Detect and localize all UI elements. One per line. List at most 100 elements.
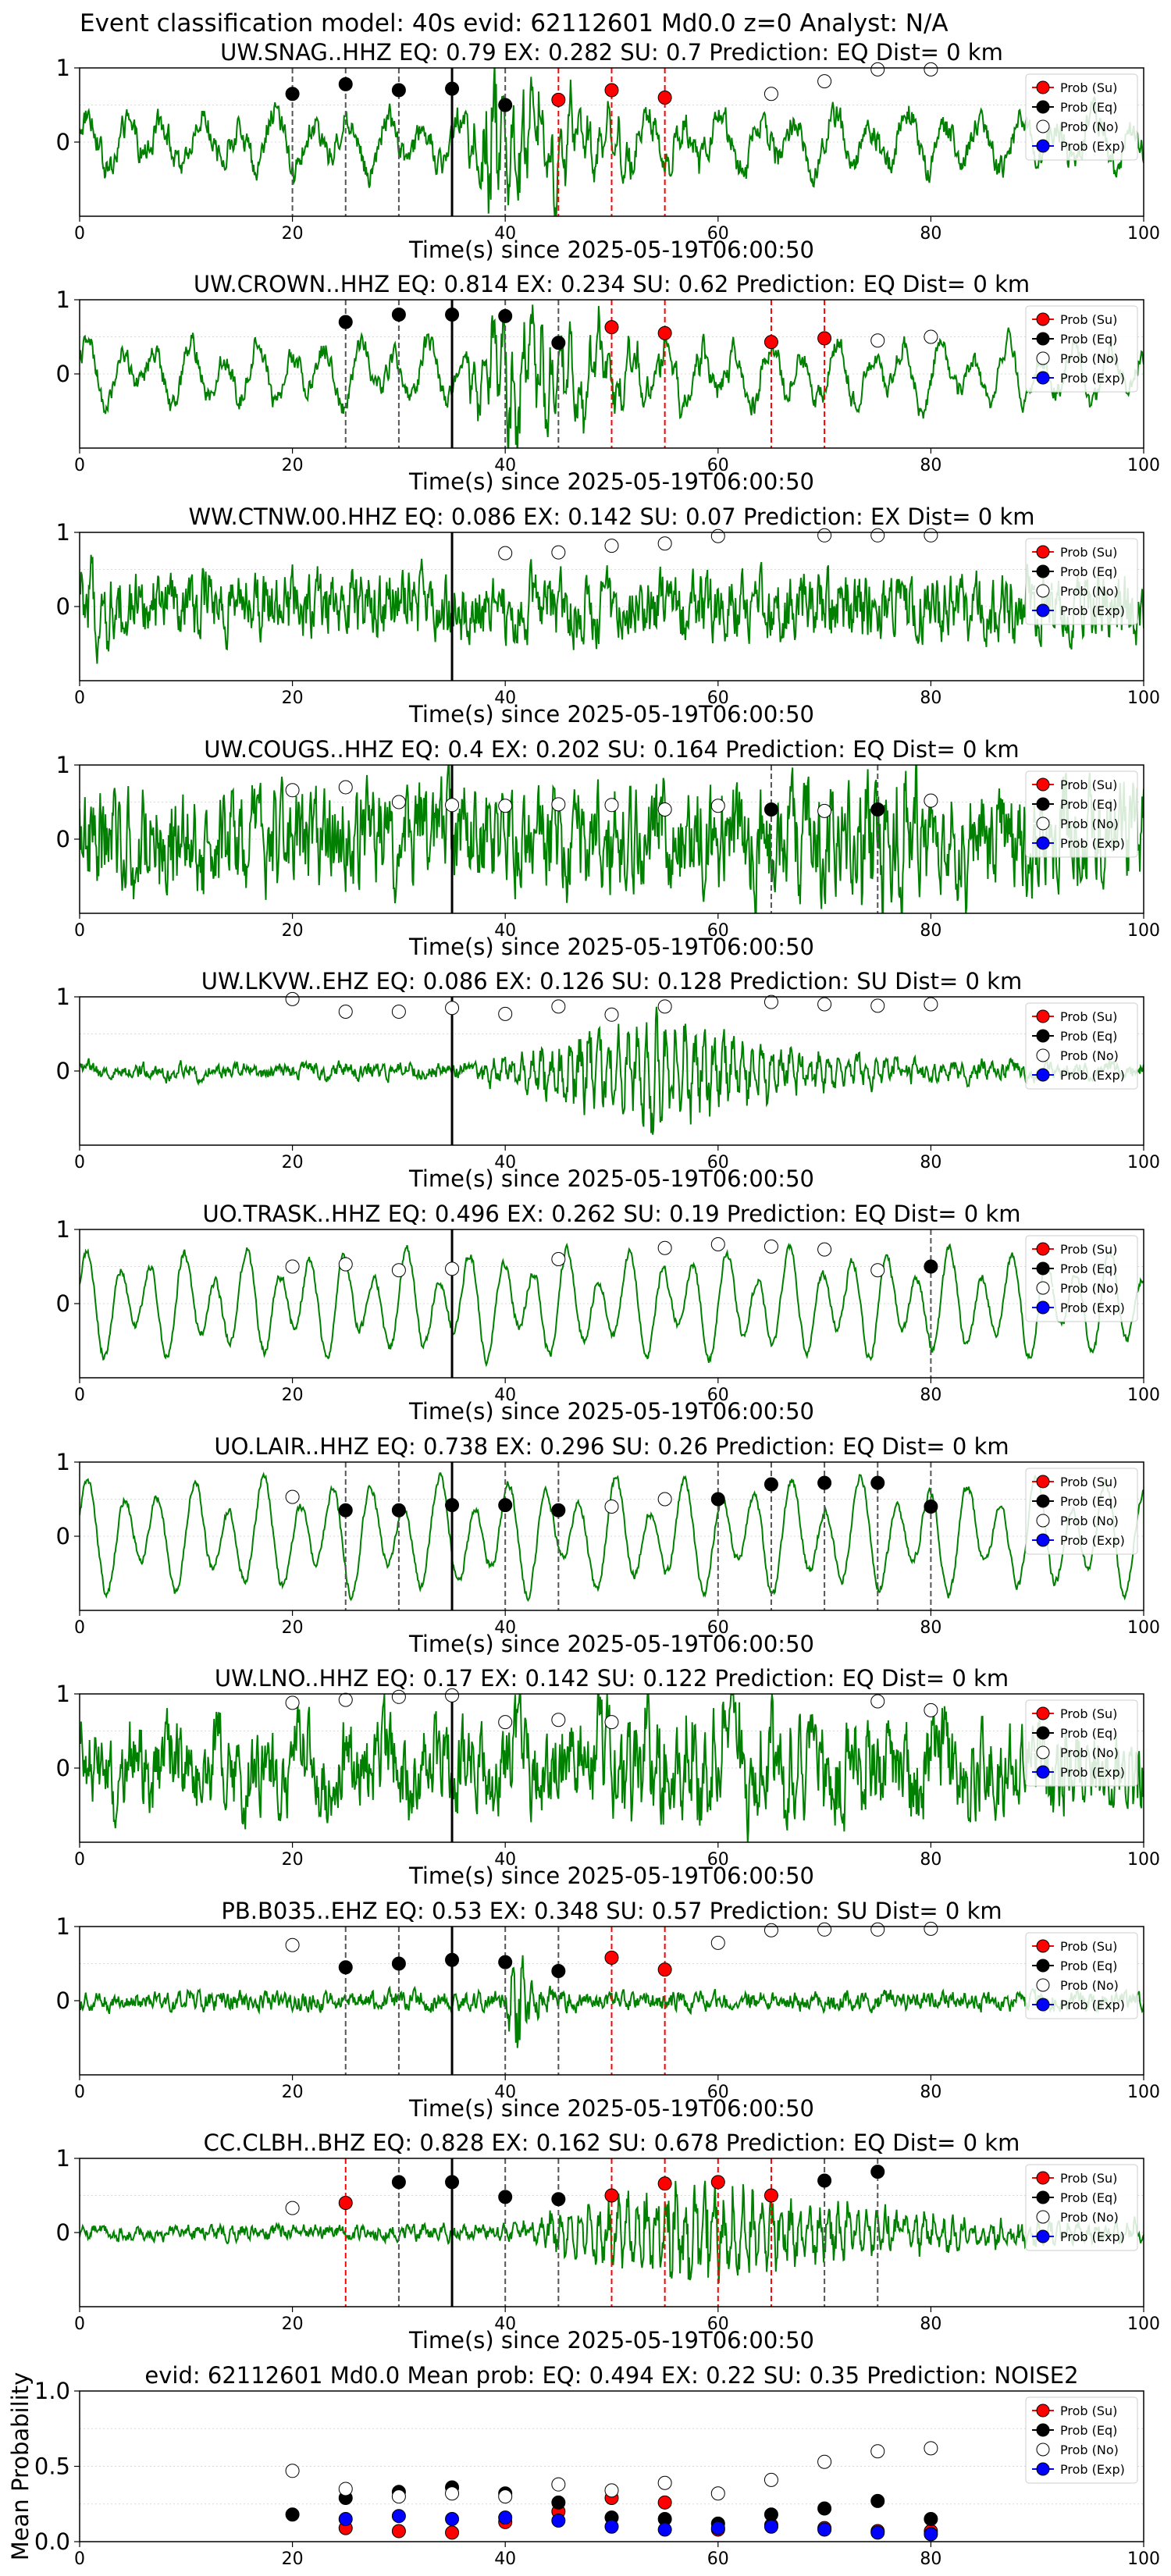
- legend-label-eq: Prob (Eq): [1060, 564, 1117, 579]
- x-tick-label: 40: [494, 1850, 516, 1870]
- x-tick-label: 40: [494, 456, 516, 475]
- figure-title: Event classification model: 40s evid: 62…: [80, 9, 949, 37]
- prob-point-no: [870, 528, 885, 543]
- panel-4: UW.LKVW..EHZ EQ: 0.086 EX: 0.126 SU: 0.1…: [56, 968, 1160, 1192]
- x-tick-label: 0: [74, 456, 85, 475]
- y-tick-label: 0: [56, 1987, 70, 2014]
- legend-label-no: Prob (No): [1060, 1281, 1119, 1296]
- panel-title: PB.B035..EHZ EQ: 0.53 EX: 0.348 SU: 0.57…: [221, 1898, 1002, 1924]
- legend-label-exp: Prob (Exp): [1060, 603, 1125, 618]
- panel-1: UW.CROWN..HHZ EQ: 0.814 EX: 0.234 SU: 0.…: [56, 271, 1160, 495]
- mean-point-no: [924, 2441, 938, 2456]
- x-tick-label: 20: [282, 2083, 304, 2102]
- legend-marker-no: [1036, 119, 1050, 133]
- legend-label-exp: Prob (Exp): [1060, 1765, 1125, 1780]
- panel-title: UW.COUGS..HHZ EQ: 0.4 EX: 0.202 SU: 0.16…: [204, 736, 1019, 763]
- prob-point-no: [870, 1694, 885, 1709]
- x-tick-label: 40: [494, 2314, 516, 2334]
- legend-marker-no: [1036, 1978, 1050, 1992]
- mean-point-no: [391, 2489, 406, 2504]
- plot-area: [80, 68, 1144, 216]
- prob-point-su: [657, 2176, 672, 2191]
- legend-label-su: Prob (Su): [1060, 1242, 1117, 1257]
- prob-point-eq: [763, 1477, 778, 1492]
- prob-point-no: [817, 803, 832, 818]
- x-tick-label: 20: [282, 1618, 304, 1638]
- prob-point-eq: [391, 2175, 406, 2190]
- x-tick-label: 80: [920, 224, 941, 244]
- legend-label-eq: Prob (Eq): [1060, 1726, 1117, 1741]
- legend-marker-exp: [1036, 836, 1050, 850]
- y-tick-label: 0: [56, 1058, 70, 1084]
- prob-point-no: [391, 1263, 406, 1278]
- plot-area: [80, 554, 1144, 664]
- prob-point-no: [924, 793, 938, 808]
- legend-label-exp: Prob (Exp): [1060, 2462, 1125, 2477]
- legend-box: [1025, 1002, 1138, 1090]
- prob-point-no: [763, 1239, 778, 1254]
- x-tick-label: 20: [282, 921, 304, 941]
- prob-point-eq: [445, 308, 460, 322]
- waveform: [80, 1242, 1144, 1368]
- prob-point-no: [657, 1492, 672, 1507]
- legend: Prob (Su) Prob (Eq) Prob (No) Prob (Exp): [1025, 2164, 1138, 2251]
- mean-point-su: [391, 2524, 406, 2539]
- prob-point-no: [445, 1688, 460, 1703]
- panel-10: evid: 62112601 Md0.0 Mean prob: EQ: 0.49…: [7, 2362, 1160, 2569]
- prob-point-eq: [817, 2173, 832, 2188]
- prob-point-su: [604, 1950, 619, 1965]
- x-tick-label: 100: [1127, 921, 1160, 941]
- prob-point-su: [657, 326, 672, 340]
- legend-label-eq: Prob (Eq): [1060, 332, 1117, 347]
- prob-point-su: [817, 331, 832, 346]
- legend-marker-exp: [1036, 1998, 1050, 2012]
- prob-point-su: [763, 2188, 778, 2203]
- mean-point-no: [445, 2486, 460, 2501]
- x-tick-label: 20: [282, 456, 304, 475]
- legend-marker-eq: [1036, 797, 1050, 811]
- waveform: [80, 1006, 1144, 1135]
- mean-point-no: [710, 2486, 725, 2501]
- legend-box: [1025, 770, 1138, 858]
- x-tick-label: 20: [282, 688, 304, 708]
- y-tick-label: 0.0: [34, 2528, 70, 2555]
- waveform: [80, 1955, 1144, 2048]
- legend-marker-su: [1036, 1242, 1050, 1256]
- x-tick-label: 60: [707, 1618, 729, 1638]
- legend-label-su: Prob (Su): [1060, 2403, 1117, 2418]
- prob-point-no: [924, 1921, 938, 1936]
- y-tick-label: 0: [56, 361, 70, 387]
- prob-point-su: [657, 1962, 672, 1977]
- prob-point-eq: [551, 1964, 566, 1978]
- x-tick-label: 40: [494, 688, 516, 708]
- prob-point-no: [870, 1263, 885, 1278]
- legend-box: [1025, 538, 1138, 625]
- waveform: [80, 765, 1144, 913]
- prob-point-eq: [391, 308, 406, 322]
- panel-title: UW.LNO..HHZ EQ: 0.17 EX: 0.142 SU: 0.122…: [215, 1665, 1009, 1692]
- legend-label-exp: Prob (Exp): [1060, 1533, 1125, 1548]
- prob-point-no: [604, 798, 619, 813]
- prob-point-no: [551, 797, 566, 812]
- panel-title: CC.CLBH..BHZ EQ: 0.828 EX: 0.162 SU: 0.6…: [204, 2129, 1020, 2156]
- legend: Prob (Su) Prob (Eq) Prob (No) Prob (Exp): [1025, 1235, 1138, 1322]
- x-tick-label: 60: [707, 456, 729, 475]
- prob-point-eq: [338, 76, 353, 91]
- legend-marker-su: [1036, 2171, 1050, 2185]
- mean-point-exp: [763, 2519, 778, 2534]
- prob-point-no: [391, 1005, 406, 1019]
- x-tick-label: 60: [707, 688, 729, 708]
- legend-box: [1025, 1932, 1138, 2019]
- legend-marker-eq: [1036, 100, 1050, 114]
- prob-point-eq: [445, 81, 460, 96]
- prob-point-eq: [391, 1503, 406, 1517]
- legend-label-no: Prob (No): [1060, 351, 1119, 366]
- legend-label-eq: Prob (Eq): [1060, 2190, 1117, 2205]
- x-tick-label: 100: [1127, 1850, 1160, 1870]
- x-tick-label: 60: [707, 2083, 729, 2102]
- legend-label-no: Prob (No): [1060, 1745, 1119, 1760]
- legend-label-eq: Prob (Eq): [1060, 1029, 1117, 1044]
- legend-marker-no: [1036, 1048, 1050, 1062]
- mean-point-exp: [551, 2513, 566, 2528]
- prob-point-no: [870, 62, 885, 76]
